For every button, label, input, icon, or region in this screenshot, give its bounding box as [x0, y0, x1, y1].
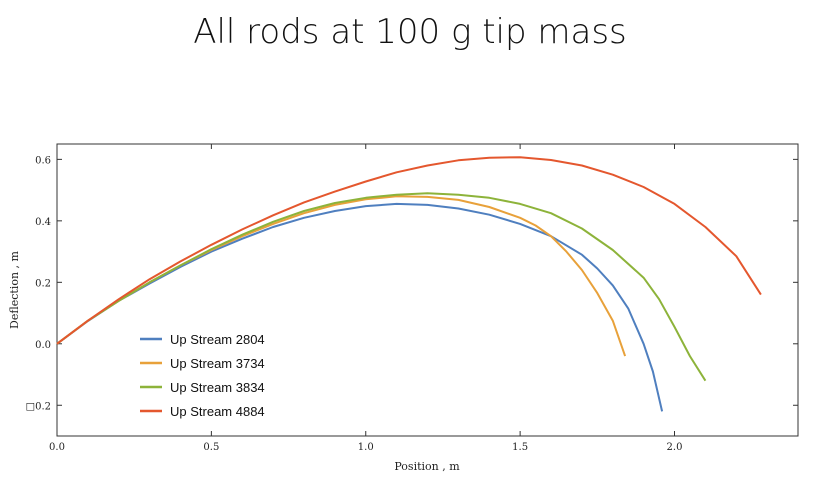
y-axis-label: Deflection , m	[8, 250, 21, 328]
x-tick-label: 0.5	[203, 442, 219, 453]
x-axis-label: Position , m	[394, 460, 460, 473]
legend-label: Up Stream 2804	[170, 332, 265, 347]
series-lines	[56, 156, 762, 412]
series-line	[56, 156, 762, 345]
series-line	[56, 202, 664, 412]
y-tick-label: 0.2	[35, 278, 51, 289]
x-tick-label: 2.0	[667, 442, 683, 453]
plot-frame	[56, 143, 799, 437]
legend-label: Up Stream 4884	[170, 404, 265, 419]
legend: Up Stream 2804 Up Stream 3734 Up Stream 38…	[140, 332, 265, 419]
slide-title: All rods at 100 g tip mass	[193, 12, 627, 52]
y-tick-label: 0.0	[35, 340, 51, 351]
y-tick-label: 0.6	[35, 155, 51, 166]
x-tick-label: 1.5	[512, 442, 528, 453]
legend-label: Up Stream 3734	[170, 356, 265, 371]
y-tick-label: □0.2	[26, 401, 51, 412]
legend-label: Up Stream 3834	[170, 380, 265, 395]
x-tick-label: 0.0	[49, 442, 65, 453]
series-line	[56, 192, 707, 382]
x-tick-label: 1.0	[358, 442, 374, 453]
series-line	[56, 195, 627, 357]
axis-ticks: 0.0 0.5 1.0 1.5 2.0 □0.2 0.0 0.2 0.4 0.6	[26, 144, 798, 453]
y-tick-label: 0.4	[35, 217, 51, 228]
